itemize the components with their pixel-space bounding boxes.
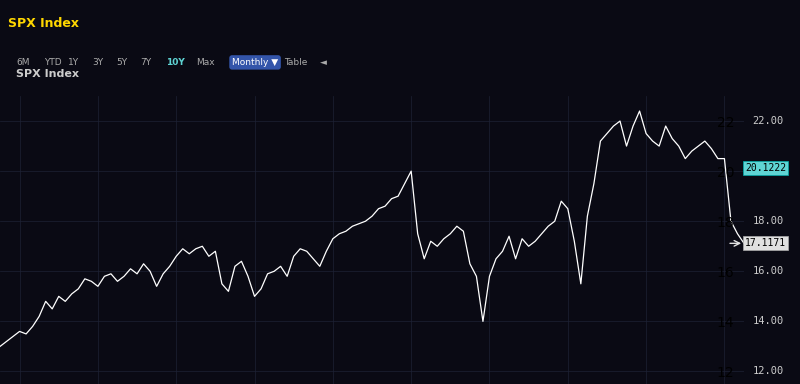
Text: ◄: ◄ [320, 58, 327, 67]
Text: 22.00: 22.00 [752, 116, 784, 126]
Text: 6M: 6M [16, 58, 30, 67]
Text: YTD: YTD [44, 58, 62, 67]
Text: 18.00: 18.00 [752, 216, 784, 226]
Text: 10Y: 10Y [166, 58, 184, 67]
Text: 17.1171: 17.1171 [745, 238, 786, 248]
Text: SPX Index: SPX Index [16, 69, 79, 79]
Text: 3Y: 3Y [92, 58, 103, 67]
Text: 12.00: 12.00 [752, 366, 784, 376]
Text: Max: Max [196, 58, 214, 67]
Text: SPX Index: SPX Index [8, 17, 79, 30]
Text: 5Y: 5Y [116, 58, 127, 67]
Text: 16.00: 16.00 [752, 266, 784, 276]
Text: 1Y: 1Y [68, 58, 79, 67]
Text: 7Y: 7Y [140, 58, 151, 67]
Text: Monthly ▼: Monthly ▼ [232, 58, 278, 67]
Text: Table: Table [284, 58, 307, 67]
Text: 20.1222: 20.1222 [745, 163, 786, 173]
Text: 14.00: 14.00 [752, 316, 784, 326]
Text: 20.00: 20.00 [752, 166, 784, 176]
